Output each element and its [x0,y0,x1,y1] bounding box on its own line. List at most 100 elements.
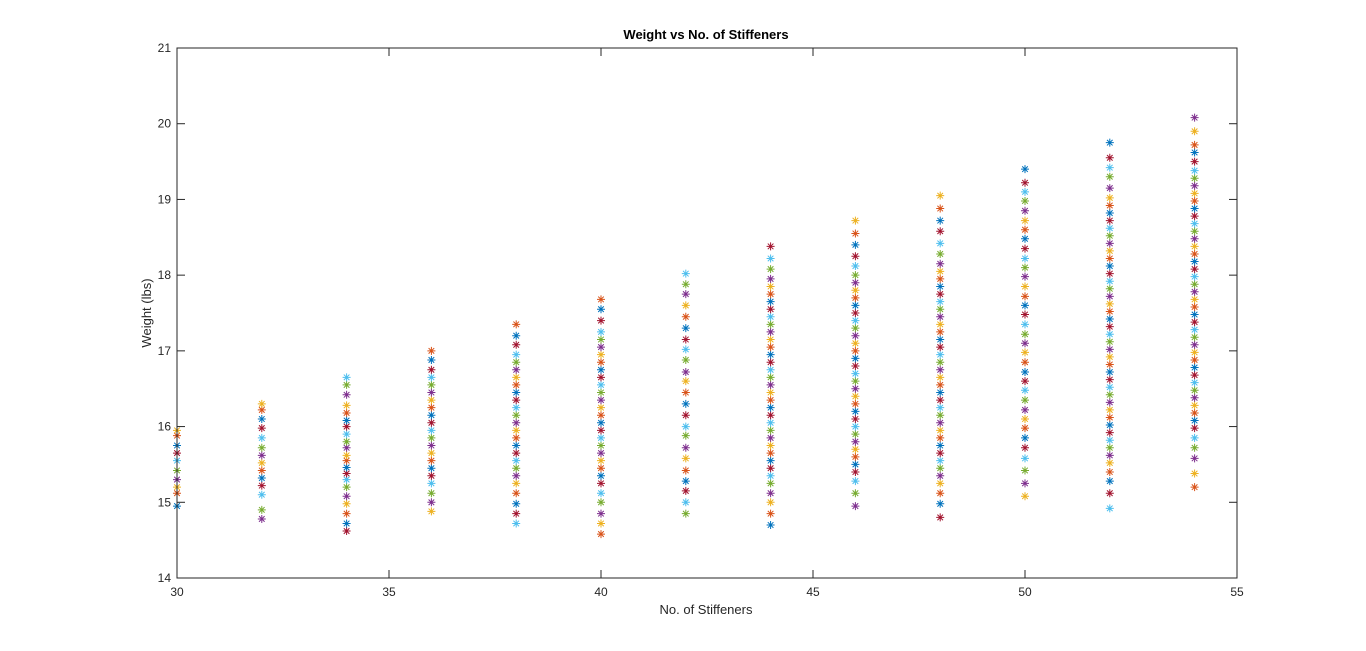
data-point [597,471,605,480]
data-point [512,426,521,435]
data-point [427,464,436,473]
data-point [1190,212,1199,221]
data-point [936,204,945,213]
data-point [257,481,266,490]
data-point [1105,390,1114,399]
data-point [597,350,605,359]
data-point [936,320,945,329]
data-point [427,388,436,397]
data-point [1021,206,1029,215]
data-point [1105,330,1114,339]
data-point [1021,254,1029,263]
data-point [936,426,945,435]
data-point [1190,140,1199,149]
data-point [936,282,945,291]
data-point [1105,368,1114,377]
data-point [851,324,860,333]
data-point [851,437,860,446]
data-point [1190,257,1199,266]
data-point [342,519,351,528]
data-point [427,449,436,458]
data-point [681,377,690,386]
data-point [512,340,521,349]
data-point [1190,416,1199,425]
data-point [681,399,690,408]
axis-ticks: 30 35 40 45 50 55 14 15 16 17 18 19 20 21 [158,41,1244,599]
data-point [681,509,690,518]
data-point [851,489,860,498]
data-point [1105,421,1114,430]
data-point [936,290,945,299]
data-point [257,514,266,523]
data-point [1021,396,1029,405]
data-point [936,513,945,522]
data-point [936,464,945,473]
data-point [512,380,521,389]
data-point [512,449,521,458]
x-tick-label: 30 [170,585,184,599]
data-point [936,411,945,420]
data-point [512,471,521,480]
data-point [597,335,605,344]
data-point [427,411,436,420]
data-point [1105,138,1114,147]
data-point [342,430,351,439]
data-point [851,369,860,378]
data-point [851,339,860,348]
data-point [1021,320,1029,329]
data-point [1190,157,1199,166]
data-point [936,327,945,336]
data-point [342,492,351,501]
data-point [1190,348,1199,357]
data-point [512,464,521,473]
data-point [597,295,605,304]
data-point [681,345,690,354]
data-point [1190,378,1199,387]
data-point [512,489,521,498]
data-point [1021,225,1029,234]
data-point [851,271,860,280]
data-point [766,290,775,299]
data-point [936,396,945,405]
data-point [1105,307,1114,316]
data-point [851,445,860,454]
data-point [1021,244,1029,253]
data-point [1021,282,1029,291]
data-point [936,365,945,374]
data-point [681,312,690,321]
data-point [597,327,605,336]
data-point [1190,393,1199,402]
data-point [512,456,521,465]
data-point [1190,127,1199,136]
data-point [342,408,351,417]
data-point [427,479,436,488]
x-tick-label: 55 [1230,585,1244,599]
plot-frame [176,47,1238,579]
data-point [342,416,351,425]
data-point [1190,355,1199,364]
data-point [851,468,860,476]
data-point [1190,340,1199,349]
data-point [936,305,945,314]
data-point [681,335,690,344]
data-point [1190,401,1199,410]
data-point [681,388,690,397]
data-point [936,403,945,412]
data-point [936,274,945,283]
data-point [597,426,605,435]
data-point [851,430,860,439]
data-point [1021,187,1029,196]
data-point [936,350,945,359]
data-point [936,449,945,458]
data-point [512,479,521,488]
data-point [766,489,775,498]
data-point [851,293,860,302]
data-point [936,191,945,200]
data-point [257,451,266,460]
data-point [851,316,860,325]
data-point [681,368,690,377]
data-point [1190,483,1199,492]
data-point [1190,408,1199,417]
data-point [936,259,945,268]
data-point [851,301,860,310]
